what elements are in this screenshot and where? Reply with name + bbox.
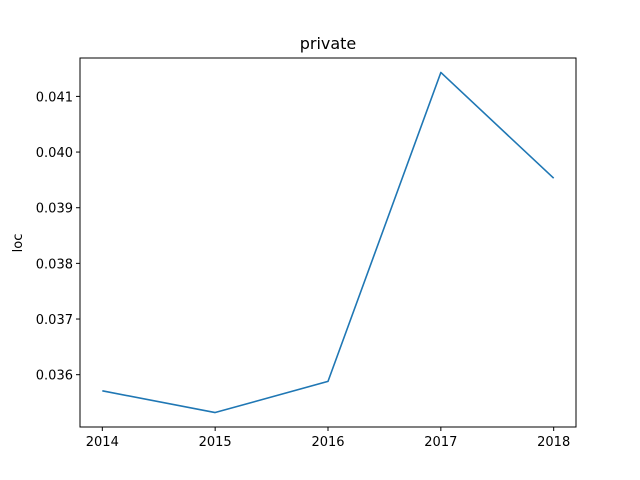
x-tick-label: 2017 <box>424 435 457 450</box>
plot-area: 2014 2015 2016 2017 2018 0.036 0.037 0.038 0.039… <box>36 71 570 450</box>
y-tick-label: 0.041 <box>36 90 73 105</box>
x-tick-label: 2015 <box>199 435 232 450</box>
y-tick-label: 0.037 <box>36 313 73 328</box>
y-tick-label: 0.039 <box>36 202 73 217</box>
x-tick-label: 2016 <box>311 435 344 450</box>
y-axis-label: loc <box>11 234 26 253</box>
y-tick-label: 0.038 <box>36 257 73 272</box>
y-tick-label: 0.040 <box>36 146 73 161</box>
y-tick-label: 0.036 <box>36 369 73 384</box>
chart-title: private <box>300 34 357 53</box>
x-tick-label: 2014 <box>86 435 119 450</box>
plot-frame <box>79 57 577 428</box>
x-tick-label: 2018 <box>537 435 570 450</box>
